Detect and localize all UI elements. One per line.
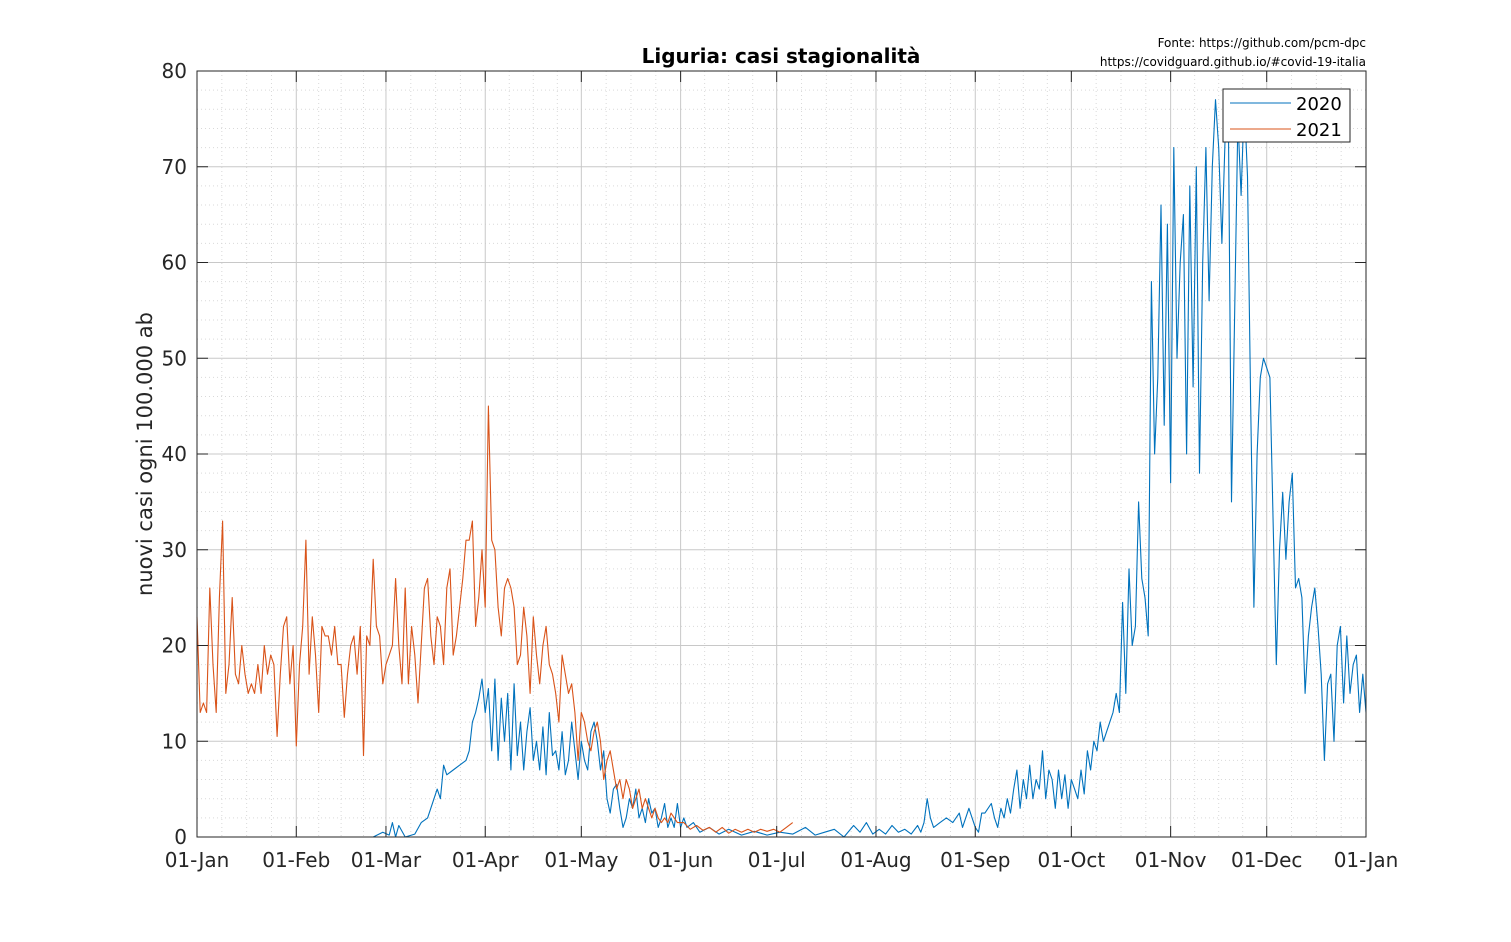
chart-title: Liguria: casi stagionalità — [642, 44, 921, 68]
y-tick-labels: 0 10 20 30 40 50 60 70 80 — [162, 59, 187, 849]
source-line-1: Fonte: https://github.com/pcm-dpc — [1158, 36, 1366, 50]
y-tick-label: 50 — [162, 346, 187, 370]
y-tick-label: 20 — [162, 634, 187, 658]
legend: 2020 2021 — [1222, 88, 1351, 143]
y-tick-label: 60 — [162, 251, 187, 275]
axis-ticks — [196, 70, 1367, 838]
x-tick-label: 01-Jul — [748, 848, 806, 872]
y-tick-label: 40 — [162, 442, 187, 466]
y-tick-label: 0 — [174, 825, 187, 849]
series-layer — [196, 99, 1367, 838]
x-tick-label: 01-Feb — [262, 848, 330, 872]
legend-label-2021: 2021 — [1296, 120, 1342, 141]
x-tick-label: 01-Mar — [351, 848, 422, 872]
minor-grid — [197, 71, 1366, 837]
x-tick-label: 01-Jan — [165, 848, 230, 872]
y-tick-label: 30 — [162, 538, 187, 562]
x-tick-label: 01-Apr — [452, 848, 520, 872]
x-tick-labels: 01-Jan 01-Feb 01-Mar 01-Apr 01-May 01-Jun 01-J… — [165, 848, 1399, 872]
x-tick-label: 01-Nov — [1135, 848, 1207, 872]
y-tick-label: 10 — [162, 729, 187, 753]
x-tick-label: 01-Aug — [840, 848, 911, 872]
legend-box — [1222, 88, 1351, 143]
x-tick-label: 01-Dec — [1231, 848, 1302, 872]
series-line-2020 — [372, 99, 1367, 838]
legend-label-2020: 2020 — [1296, 94, 1342, 115]
series-line-2021 — [196, 405, 794, 834]
x-tick-label: 01-Sep — [940, 848, 1010, 872]
y-tick-label: 70 — [162, 155, 187, 179]
x-tick-label: 01-Jun — [648, 848, 713, 872]
x-tick-label: 01-Jan — [1334, 848, 1399, 872]
x-tick-label: 01-May — [544, 848, 618, 872]
y-axis-label: nuovi casi ogni 100.000 ab — [133, 312, 157, 596]
y-tick-label: 80 — [162, 59, 187, 83]
x-tick-label: 01-Oct — [1037, 848, 1105, 872]
source-line-2: https://covidguard.github.io/#covid-19-i… — [1100, 55, 1366, 69]
